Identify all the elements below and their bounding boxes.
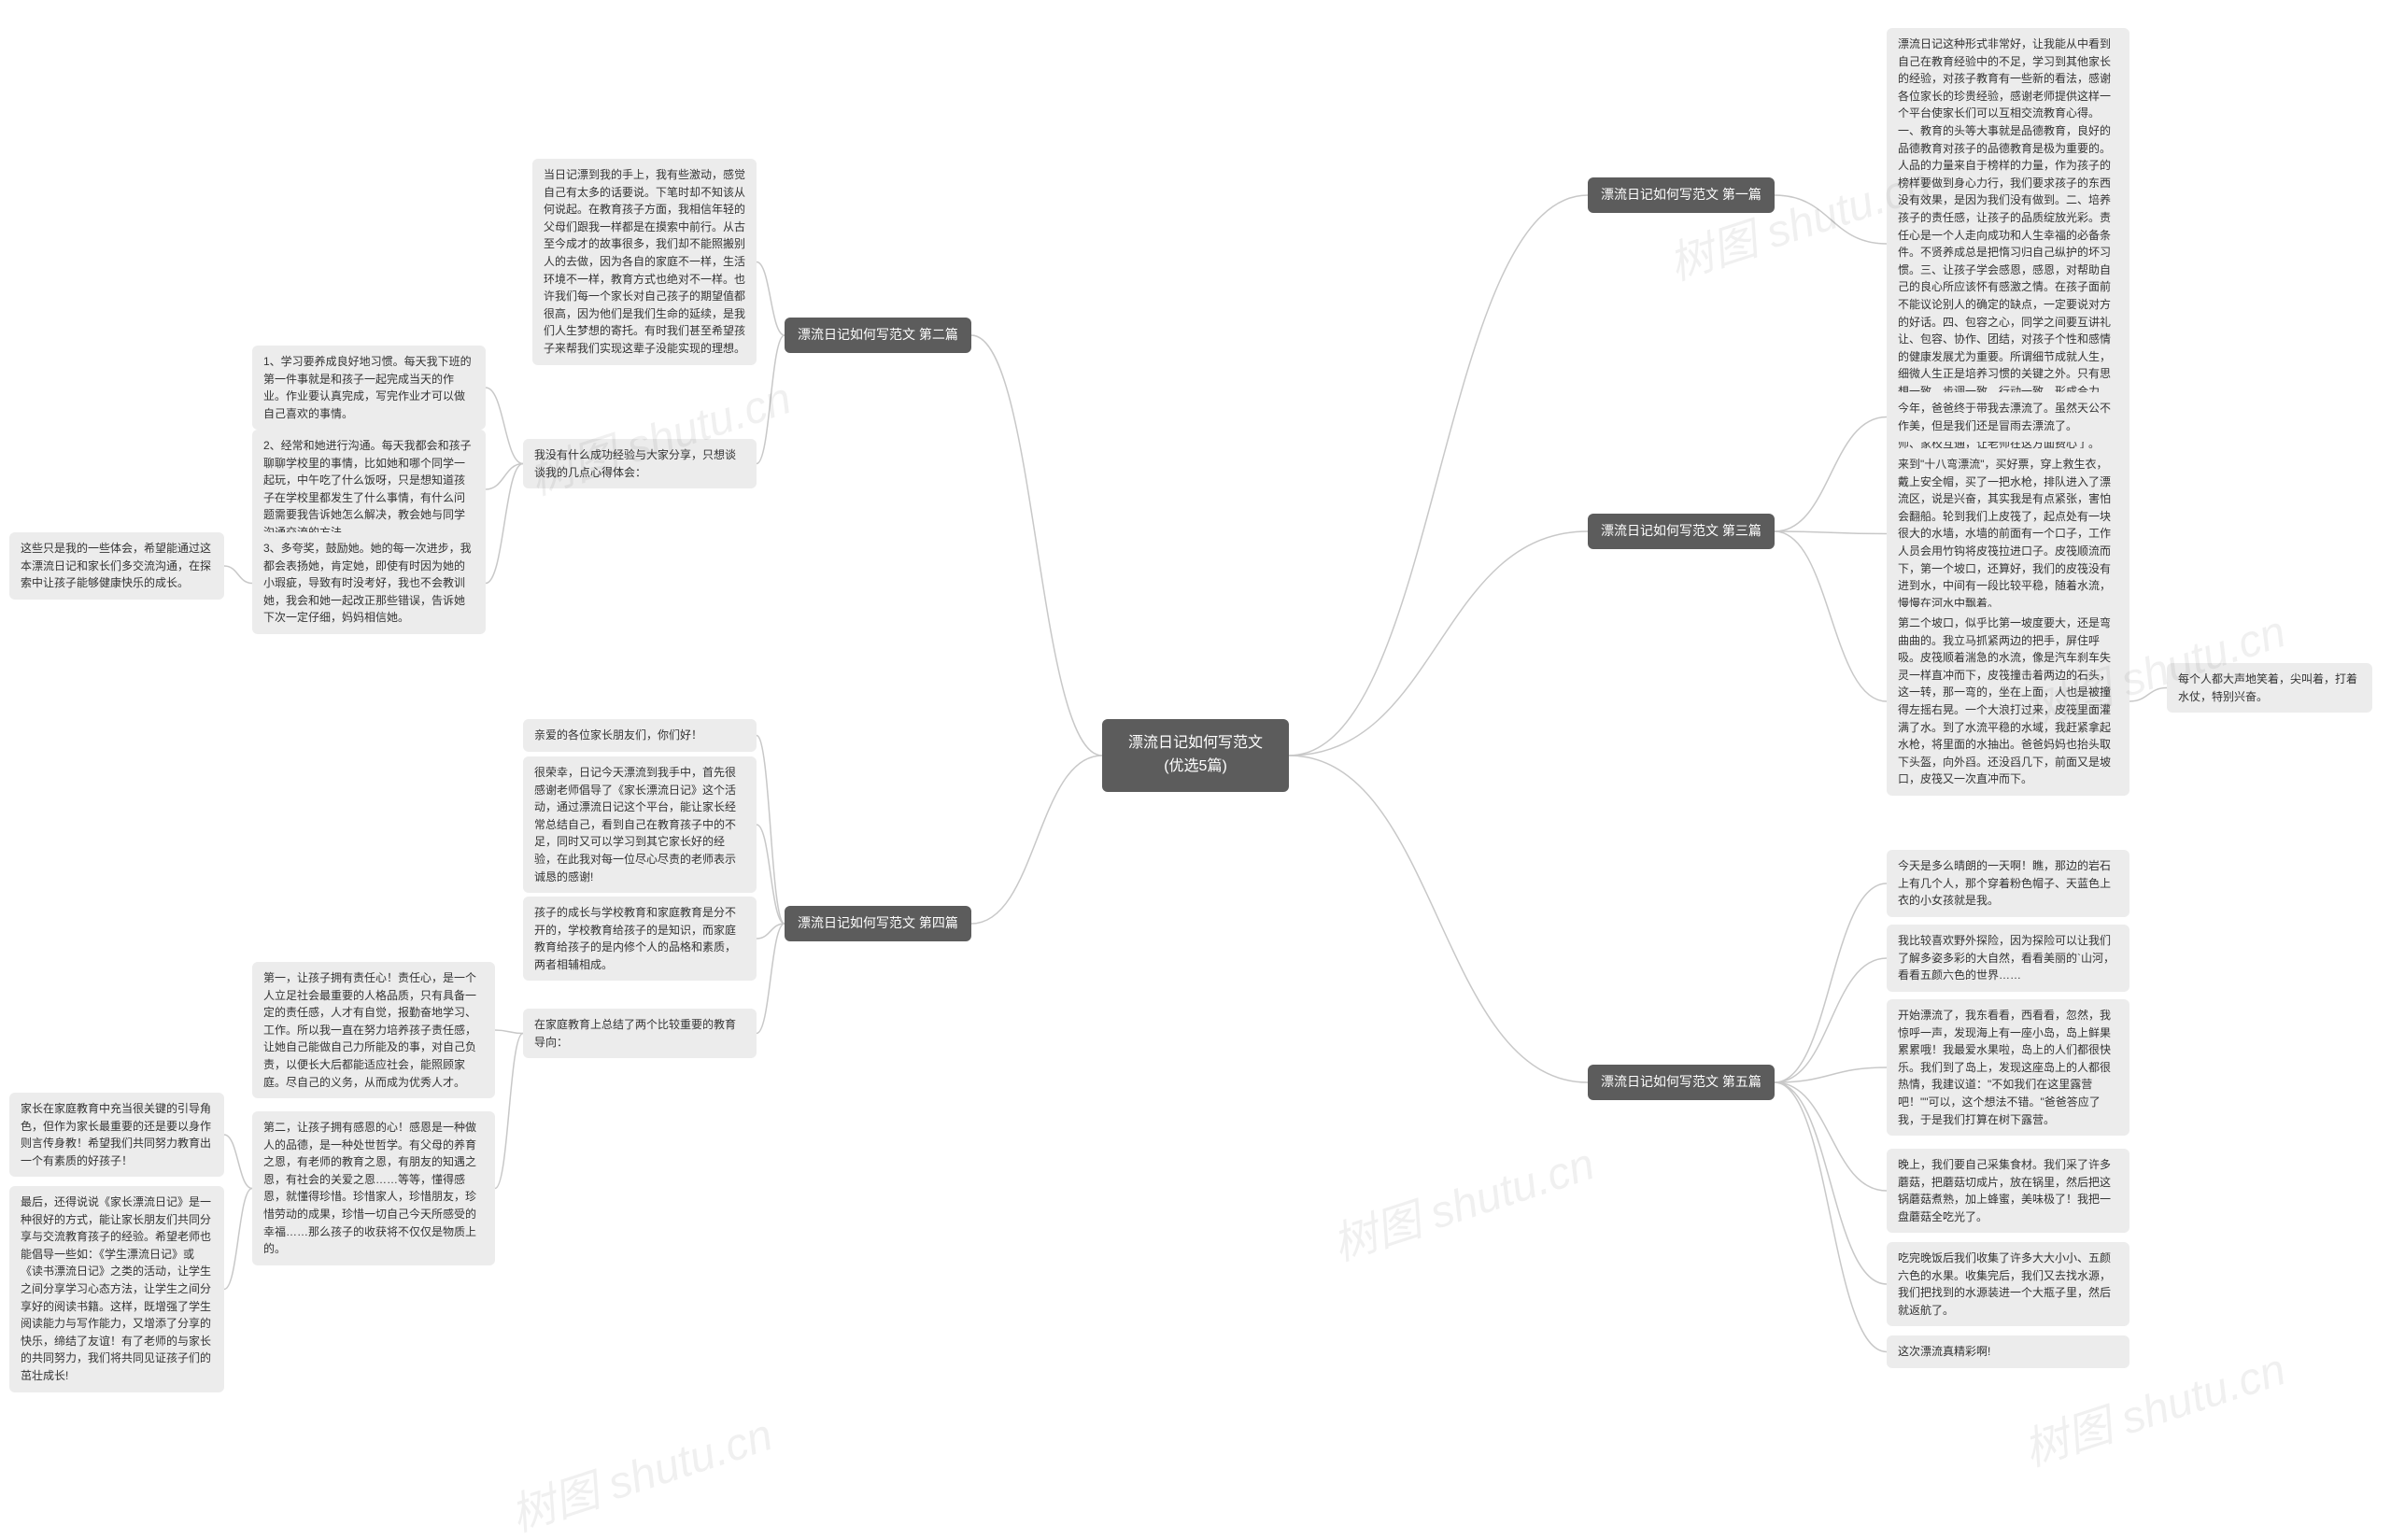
leaf-node: 在家庭教育上总结了两个比较重要的教育导向： [523,1009,757,1058]
branch-node: 漂流日记如何写范文 第四篇 [785,906,971,941]
branch-node: 漂流日记如何写范文 第五篇 [1588,1065,1775,1100]
edge [1775,417,1887,532]
edge [224,566,252,584]
watermark: 树图 shutu.cn [501,1398,779,1540]
edge [1775,531,1887,701]
edge [757,736,785,925]
leaf-node: 第一，让孩子拥有责任心！责任心，是一个人立足社会最重要的人格品质，只有具备一定的… [252,962,495,1098]
leaf-node: 来到"十八弯漂流"，买好票，穿上救生衣，戴上安全帽，买了一把水枪，排队进入了漂流… [1887,448,2129,619]
edge [224,1135,252,1189]
edge [757,924,785,1034]
leaf-node: 我比较喜欢野外探险，因为探险可以让我们了解多姿多彩的大自然，看看美丽的`山河，看… [1887,925,2129,992]
edge [971,335,1102,756]
watermark: 树图 shutu.cn [1323,1127,1601,1273]
leaf-node: 第二个坡口，似乎比第一坡度要大，还是弯曲曲的。我立马抓紧两边的把手，屏住呼吸。皮… [1887,607,2129,796]
leaf-node: 我没有什么成功经验与大家分享，只想谈谈我的几点心得体会： [523,439,757,488]
leaf-node: 吃完晚饭后我们收集了许多大大小小、五颜六色的水果。收集完后，我们又去找水源，我们… [1887,1242,2129,1326]
edge [224,1189,252,1290]
leaf-node: 开始漂流了，我东看看，西看看，忽然，我惊呼一声，发现海上有一座小岛，岛上鲜果累累… [1887,999,2129,1136]
branch-node: 漂流日记如何写范文 第三篇 [1588,514,1775,549]
edge [757,335,785,464]
edge [1289,195,1588,756]
edge [757,924,785,939]
leaf-node: 今天是多么晴朗的一天啊！瞧，那边的岩石上有几个人，那个穿着粉色帽子、天蓝色上衣的… [1887,850,2129,917]
leaf-node: 每个人都大声地笑着，尖叫着，打着水仗，特别兴奋。 [2167,663,2372,713]
edge [2129,688,2167,702]
leaf-node: 孩子的成长与学校教育和家庭教育是分不开的，学校教育给孩子的是知识，而家庭教育给孩… [523,897,757,981]
edge [1775,1082,1887,1352]
leaf-node: 家长在家庭教育中充当很关键的引导角色，但作为家长最重要的还是要以身作则言传身教！… [9,1093,224,1177]
edge [486,464,523,584]
branch-node: 漂流日记如何写范文 第一篇 [1588,177,1775,213]
leaf-node: 1、学习要养成良好地习惯。每天我下班的第一件事就是和孩子一起完成当天的作业。作业… [252,346,486,430]
leaf-node: 很荣幸，日记今天漂流到我手中，首先很感谢老师倡导了《家长漂流日记》这个活动，通过… [523,756,757,893]
root-node: 漂流日记如何写范文(优选5篇) [1102,719,1289,792]
edge [1289,531,1588,756]
edge [1775,1082,1887,1191]
edge [486,388,523,464]
edge [757,825,785,924]
leaf-node: 2、经常和她进行沟通。每天我都会和孩子聊聊学校里的事情，比如她和哪个同学一起玩，… [252,430,486,549]
edge [1775,1082,1887,1284]
leaf-node: 这次漂流真精彩啊! [1887,1335,2129,1368]
branch-node: 漂流日记如何写范文 第二篇 [785,318,971,353]
edge [1775,883,1887,1082]
edge [1289,756,1588,1082]
edge [1775,958,1887,1082]
edge [1775,1067,1887,1082]
leaf-node: 亲爱的各位家长朋友们，你们好！ [523,719,757,752]
edge [486,464,523,490]
edge [1775,531,1887,534]
leaf-node: 最后，还得说说《家长漂流日记》是一种很好的方式，能让家长朋友们共同分享与交流教育… [9,1186,224,1392]
edge [971,756,1102,924]
leaf-node: 3、多夸奖，鼓励她。她的每一次进步，我都会表扬她，肯定她，即使有时因为她的小瑕疵… [252,532,486,634]
leaf-node: 这些只是我的一些体会，希望能通过这本漂流日记和家长们多交流沟通，在探索中让孩子能… [9,532,224,600]
leaf-node: 当日记漂到我的手上，我有些激动，感觉自己有太多的话要说。下笔时却不知该从何说起。… [532,159,757,365]
leaf-node: 今年，爸爸终于带我去漂流了。虽然天公不作美，但是我们还是冒雨去漂流了。 [1887,392,2129,442]
edge [495,1034,523,1189]
edge [1775,195,1887,244]
leaf-node: 晚上，我们要自己采集食材。我们采了许多蘑菇，把蘑菇切成片，放在锅里，然后把这锅蘑… [1887,1149,2129,1233]
leaf-node: 第二，让孩子拥有感恩的心！感恩是一种做人的品德，是一种处世哲学。有父母的养育之恩… [252,1111,495,1265]
edge [757,262,785,336]
edge [495,1030,523,1034]
